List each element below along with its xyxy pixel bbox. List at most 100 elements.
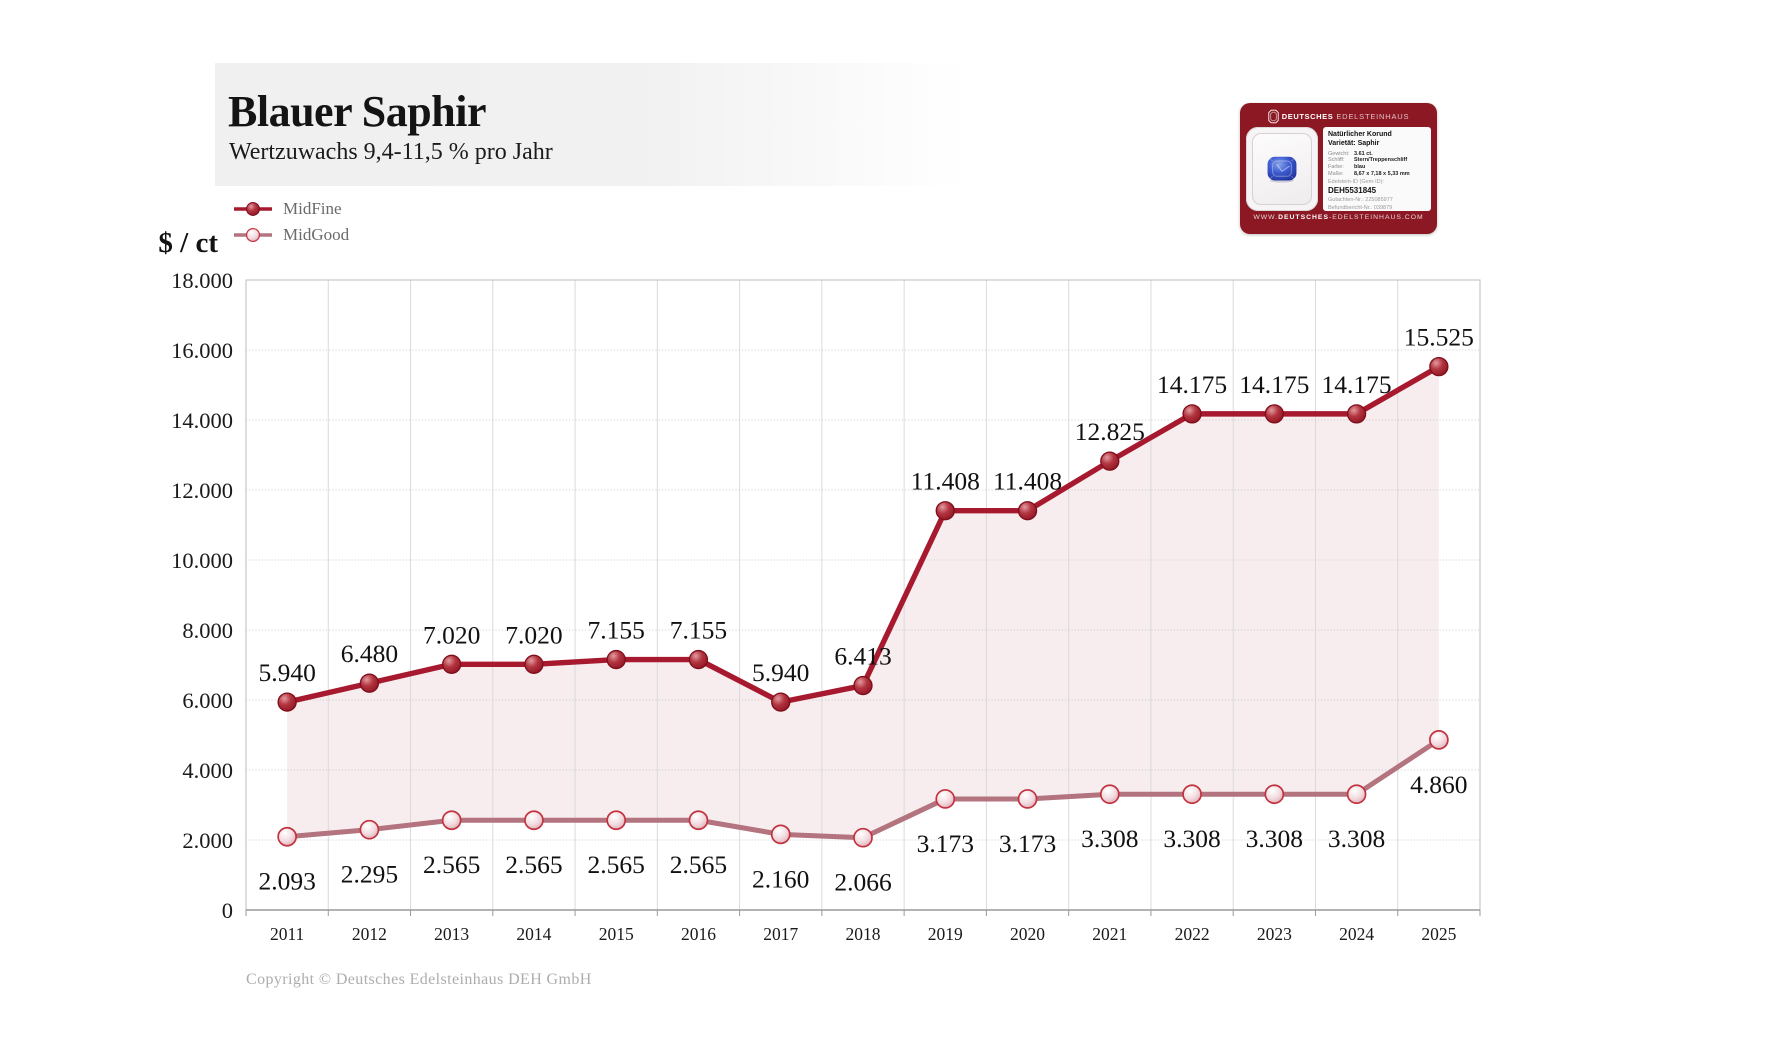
- x-tick-label: 2022: [1175, 924, 1210, 944]
- x-tick-label: 2017: [763, 924, 798, 944]
- midgood-data-point: [441, 810, 462, 831]
- midfine-value-label: 6.480: [341, 639, 398, 668]
- spec-species: Natürlicher Korund: [1328, 131, 1392, 138]
- midgood-data-point: [853, 827, 873, 848]
- midgood-value-label: 2.160: [752, 864, 809, 893]
- gem-case-inner: [1252, 133, 1312, 205]
- y-tick-label: 18.000: [171, 268, 233, 293]
- midgood-data-point: [1346, 784, 1367, 805]
- x-tick-label: 2014: [516, 924, 551, 944]
- midgood-value-label: 2.066: [834, 868, 891, 897]
- midgood-data-point: [359, 819, 380, 840]
- x-tick-label: 2020: [1010, 924, 1045, 944]
- x-tick-label: 2023: [1257, 924, 1292, 944]
- midfine-value-label: 7.155: [670, 616, 727, 645]
- area-between-series: [287, 366, 1439, 838]
- x-tick-label: 2018: [846, 924, 881, 944]
- y-tick-label: 6.000: [182, 688, 233, 713]
- midgood-value-label: 2.565: [505, 850, 562, 879]
- y-tick-label: 8.000: [182, 618, 233, 643]
- midfine-value-label: 5.940: [752, 658, 809, 687]
- midgood-value-label: 3.308: [1081, 824, 1138, 853]
- website-bold: DEUTSCHES: [1278, 214, 1329, 221]
- legend-item-midfine: MidFine: [233, 196, 349, 222]
- spec-rows: Gewicht: 3.61 ct. Schliff: Stern/Treppensc…: [1328, 151, 1426, 179]
- midfine-value-label: 6.413: [834, 642, 891, 671]
- midgood-value-label: 3.308: [1246, 824, 1303, 853]
- y-tick-label: 12.000: [171, 478, 233, 503]
- midgood-value-label: 3.308: [1163, 824, 1220, 853]
- midgood-value-label: 3.308: [1328, 824, 1385, 853]
- midfine-value-label: 7.155: [588, 616, 645, 645]
- sapphire-gem-image: [1267, 156, 1297, 183]
- gem-id: DEH5531845: [1328, 185, 1377, 195]
- midfine-value-label: 11.408: [911, 467, 980, 496]
- spec-key: Schliff:: [1328, 157, 1345, 164]
- midfine-data-point: [853, 675, 873, 696]
- midfine-data-point: [524, 654, 544, 674]
- y-tick-label: 4.000: [182, 758, 233, 783]
- spec-value: 8,67 x 7,18 x 5,33 mm: [1354, 171, 1410, 178]
- midgood-data-point: [524, 810, 544, 831]
- midfine-data-point: [1100, 451, 1120, 471]
- y-tick-label: 2.000: [182, 828, 233, 853]
- header-band: [215, 63, 990, 186]
- page-title: Blauer Saphir: [228, 87, 486, 136]
- midgood-value-label: 2.295: [341, 860, 398, 889]
- midgood-data-point: [606, 810, 627, 831]
- y-tick-label: 16.000: [171, 338, 233, 363]
- x-tick-label: 2016: [681, 924, 716, 944]
- midgood-data-point: [1099, 784, 1120, 805]
- midgood-data-point: [770, 824, 791, 845]
- y-axis-unit-label: $ / ct: [158, 227, 218, 259]
- product-card: DEUTSCHES EDELSTEINHAUS: [1240, 103, 1437, 234]
- copyright-text: Copyright © Deutsches Edelsteinhaus DEH …: [246, 971, 592, 988]
- x-tick-label: 2021: [1092, 924, 1127, 944]
- website-rest: -EDELSTEINHAUS.COM: [1329, 214, 1424, 221]
- y-tick-label: 0: [222, 898, 233, 923]
- midgood-data-point: [688, 810, 709, 831]
- midfine-value-label: 12.825: [1075, 417, 1145, 446]
- x-tick-label: 2015: [599, 924, 634, 944]
- chart-legend: MidFine MidGood: [233, 196, 349, 248]
- midfine-data-point: [688, 649, 709, 670]
- midgood-data-point: [277, 826, 297, 847]
- midfine-value-label: 7.020: [423, 620, 480, 649]
- gem-outline-icon: [1268, 109, 1279, 124]
- spec-key: Gewicht:: [1328, 150, 1350, 157]
- midfine-data-point: [1264, 404, 1284, 424]
- gem-spec-label: Natürlicher Korund Varietät: Saphir Gewi…: [1323, 127, 1431, 211]
- midgood-data-point: [1429, 730, 1449, 750]
- midfine-value-label: 14.175: [1157, 370, 1227, 399]
- brand-row: DEUTSCHES EDELSTEINHAUS: [1246, 108, 1431, 125]
- midgood-value-label: 2.565: [588, 850, 645, 879]
- website-prefix: WWW.: [1253, 214, 1279, 221]
- midfine-data-point: [277, 692, 297, 712]
- midfine-value-label: 11.408: [993, 467, 1062, 496]
- midgood-value-label: 3.173: [917, 829, 974, 858]
- x-tick-label: 2024: [1339, 924, 1374, 944]
- midfine-data-point: [606, 649, 626, 670]
- midgood-value-label: 2.565: [423, 850, 480, 879]
- midgood-data-point: [1182, 784, 1202, 805]
- midfine-value-label: 15.525: [1404, 323, 1474, 352]
- midfine-series-marker-icon: [234, 202, 272, 216]
- report-number: Befundbericht-Nr.: 039879: [1328, 204, 1393, 211]
- midgood-data-point: [1264, 784, 1285, 805]
- x-tick-label: 2013: [434, 924, 469, 944]
- midfine-data-point: [935, 501, 955, 521]
- midgood-value-label: 2.565: [670, 850, 727, 879]
- midgood-value-label: 2.093: [258, 867, 315, 896]
- spec-value: Stern/Treppenschliff: [1354, 157, 1408, 164]
- midfine-data-point: [771, 692, 791, 712]
- midfine-value-label: 5.940: [258, 658, 315, 687]
- midgood-series-marker-icon: [234, 227, 272, 243]
- midfine-value-label: 14.175: [1322, 370, 1392, 399]
- spec-value: blau: [1354, 164, 1366, 171]
- midgood-data-point: [935, 789, 956, 809]
- brand-name-bold: DEUTSCHES: [1281, 112, 1334, 121]
- x-tick-label: 2011: [270, 924, 304, 944]
- y-tick-label: 10.000: [171, 548, 233, 573]
